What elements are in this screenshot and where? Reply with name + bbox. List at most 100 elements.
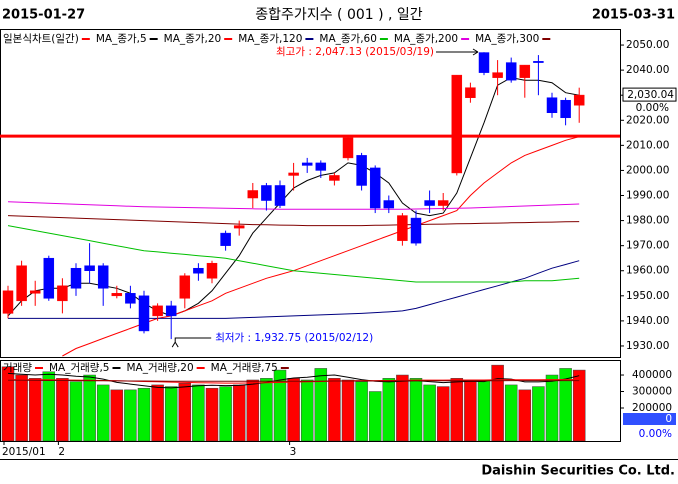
volume-bar [464, 379, 477, 441]
volume-bar [504, 384, 518, 441]
volume-bar [409, 378, 423, 441]
high-arrow [436, 48, 479, 56]
candle-body [111, 293, 123, 297]
header-end-date: 2015-03-31 [592, 8, 675, 23]
y-tick-label: 1970.00 [626, 240, 669, 252]
candle-body [165, 305, 177, 317]
volume-bar [572, 369, 586, 441]
candle-body [315, 162, 327, 171]
volume-bar [491, 364, 504, 441]
moving-average-line [7, 201, 580, 210]
high-annotation: 최고가 : 2,047.13 (2015/03/19) [276, 46, 434, 58]
candle-body [288, 172, 299, 176]
legend-label: MA_거래량,75 [211, 362, 278, 374]
volume-bar [151, 384, 164, 441]
volume-ma-line [7, 372, 580, 389]
y-tick-label: 2050.00 [626, 39, 669, 51]
candle-body [138, 295, 150, 332]
last-price-label: 2,030.04 [627, 89, 674, 101]
volume-bar [15, 374, 28, 441]
candle-body [125, 293, 136, 304]
y-tick-label: 2040.00 [626, 64, 669, 76]
volume-bar [341, 379, 355, 441]
candle-body [43, 257, 55, 299]
last-change-label: 0.00% [636, 102, 669, 114]
volume-bar [42, 371, 56, 441]
chart-title: 종합주가지수 ( 001 ) , 일간 [255, 7, 423, 23]
y-tick-label: 1940.00 [626, 315, 669, 327]
volume-y-tick-label: 200000 [632, 402, 672, 414]
volume-bar [287, 378, 300, 441]
candle-body [492, 72, 503, 78]
y-tick-label: 1990.00 [626, 190, 669, 202]
last-price-box [622, 87, 677, 102]
candle-body [546, 97, 558, 114]
candle-body [410, 217, 422, 244]
volume-bar [532, 386, 545, 441]
candle-body [179, 275, 191, 299]
volume-bar [246, 379, 260, 441]
candle-body [152, 305, 163, 317]
candle-body [465, 87, 476, 98]
volume-bar [28, 378, 42, 441]
price-plot [2, 52, 585, 357]
legend-label: 거래량 [3, 362, 32, 374]
volume-change-label: 0.00% [639, 428, 672, 440]
volume-plot [1, 364, 586, 441]
volume-bar [260, 378, 273, 441]
footer: Daishin Securities Co. Ltd. [481, 464, 675, 479]
volume-bar [56, 378, 69, 441]
candle-body [383, 200, 395, 209]
candle-body [16, 265, 27, 302]
volume-bar [300, 379, 314, 441]
volume-bar [232, 384, 246, 441]
candle-body [519, 64, 531, 78]
candle-body [301, 162, 313, 166]
volume-bar [559, 368, 572, 441]
volume-bar [355, 381, 368, 441]
candle-body [560, 99, 571, 119]
low-annotation: 최저가 : 1,932.75 (2015/02/12) [215, 332, 373, 344]
candle-body [505, 62, 517, 81]
y-tick-label: 2000.00 [626, 164, 669, 176]
candle-body [356, 155, 367, 186]
volume-panel-frame [0, 360, 621, 442]
y-tick-label: 1960.00 [626, 265, 669, 277]
legend-label: MA_거래량,5 [49, 362, 110, 374]
candle-body [274, 185, 286, 206]
candle-body [220, 232, 231, 246]
candle-body [342, 137, 354, 159]
volume-bar [69, 381, 83, 441]
volume-bar [450, 378, 464, 441]
price-panel-frame [0, 29, 621, 358]
volume-bar [328, 378, 341, 441]
volume-bar [518, 389, 532, 441]
legend-label: MA_종가,5 [96, 33, 147, 45]
volume-bar [124, 389, 137, 441]
candle-body [84, 265, 95, 271]
volume-bar [396, 374, 409, 441]
candle-body [437, 200, 449, 206]
candle-body [2, 290, 14, 314]
moving-average-line [7, 225, 580, 283]
candle-body [261, 185, 272, 201]
volume-box-label: 0 [665, 413, 672, 425]
candle-body [247, 190, 259, 199]
volume-bar [1, 366, 15, 441]
candle-body [233, 225, 245, 229]
volume-y-tick-label: 400000 [632, 369, 672, 381]
y-tick-label: 2010.00 [626, 139, 669, 151]
x-tick-label: 2015/01 [2, 446, 46, 458]
candle-body [533, 61, 544, 63]
moving-average-line [8, 260, 580, 319]
volume-bar [368, 391, 382, 441]
candle-body [478, 52, 490, 73]
y-tick-label: 1980.00 [626, 215, 669, 227]
candle-body [57, 285, 68, 302]
volume-ma-line [8, 379, 580, 382]
candle-body [451, 74, 463, 174]
volume-bar [192, 384, 205, 441]
legend-label: MA_종가,120 [238, 33, 302, 45]
candle-body [70, 267, 82, 289]
candle-body [573, 94, 585, 106]
